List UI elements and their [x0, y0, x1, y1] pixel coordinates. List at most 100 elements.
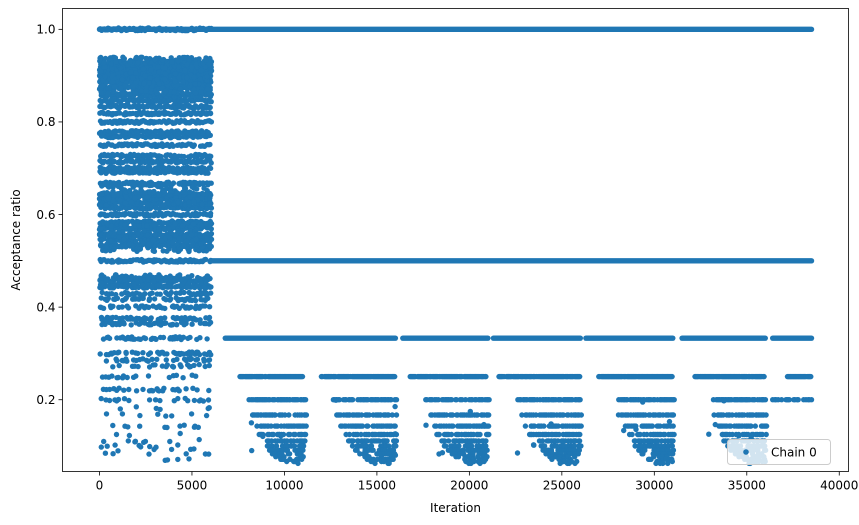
data-point — [197, 76, 203, 82]
data-point — [303, 423, 309, 429]
data-point — [146, 397, 153, 403]
data-point — [104, 443, 110, 449]
data-point — [108, 223, 115, 229]
data-point — [198, 241, 204, 247]
data-point — [188, 356, 194, 362]
data-point — [127, 179, 133, 186]
data-point — [393, 397, 400, 403]
data-point — [180, 243, 187, 249]
data-point — [164, 180, 171, 187]
data-point — [103, 358, 110, 364]
data-point — [197, 317, 203, 323]
data-point — [207, 110, 214, 117]
data-point — [185, 398, 191, 404]
data-point — [196, 436, 202, 443]
data-point — [176, 134, 183, 141]
data-point — [174, 356, 180, 362]
data-point — [157, 406, 163, 413]
data-point — [199, 201, 205, 208]
data-point — [160, 248, 166, 254]
data-point — [147, 75, 153, 81]
data-point — [98, 444, 105, 450]
data-point — [202, 57, 209, 63]
data-point — [119, 304, 125, 310]
data-point — [135, 350, 141, 357]
data-point — [109, 373, 115, 379]
data-point — [174, 322, 180, 328]
data-point — [208, 352, 214, 358]
data-point — [486, 397, 492, 403]
data-point — [161, 187, 167, 194]
data-point — [191, 362, 197, 369]
data-point — [140, 350, 146, 356]
data-point — [302, 431, 309, 438]
data-point — [204, 273, 211, 279]
data-point — [173, 372, 180, 378]
data-point — [208, 119, 215, 125]
data-point — [181, 153, 187, 160]
data-point — [164, 362, 170, 368]
data-point — [111, 246, 117, 253]
data-point — [117, 197, 124, 204]
data-point — [133, 70, 139, 76]
data-point — [207, 141, 213, 148]
data-point — [133, 404, 139, 410]
data-point — [153, 336, 159, 342]
data-point — [131, 336, 138, 342]
data-point — [105, 196, 112, 202]
data-point — [168, 446, 175, 453]
data-point — [126, 386, 132, 393]
data-point — [128, 273, 135, 280]
data-point — [198, 67, 205, 74]
data-point — [132, 195, 138, 201]
data-point — [158, 153, 164, 160]
data-point — [185, 274, 191, 280]
data-point — [188, 411, 195, 417]
data-point — [139, 282, 146, 288]
data-point — [120, 90, 127, 97]
data-point — [108, 238, 114, 244]
data-point — [106, 397, 113, 404]
data-point — [260, 433, 266, 440]
data-point — [205, 397, 212, 403]
data-point — [104, 244, 110, 250]
data-point — [147, 350, 154, 356]
data-point — [176, 74, 182, 81]
data-point — [104, 190, 110, 196]
data-point — [483, 373, 489, 380]
data-point — [116, 385, 122, 391]
data-point — [206, 243, 213, 249]
data-point — [133, 189, 139, 195]
data-point — [118, 85, 124, 92]
data-point — [194, 356, 201, 363]
data-point — [122, 222, 128, 228]
data-point — [152, 362, 158, 368]
data-point — [182, 185, 188, 192]
data-point — [185, 284, 191, 290]
data-point — [207, 201, 213, 207]
data-point — [163, 276, 169, 283]
data-point — [176, 64, 182, 70]
data-point — [178, 363, 184, 370]
data-point — [143, 88, 149, 94]
data-point — [208, 290, 214, 296]
data-point — [193, 317, 199, 323]
data-point — [204, 73, 210, 80]
data-point — [191, 142, 197, 148]
data-point — [116, 362, 122, 369]
data-point — [163, 320, 169, 326]
data-point — [142, 335, 149, 342]
data-point — [161, 226, 167, 232]
data-point — [175, 228, 181, 235]
data-point — [155, 411, 161, 417]
data-point — [152, 56, 158, 63]
data-point — [156, 226, 162, 232]
data-point — [166, 374, 172, 381]
data-point — [172, 278, 178, 284]
data-point — [188, 304, 194, 310]
data-point — [152, 397, 159, 403]
data-point — [162, 76, 168, 83]
data-point — [116, 349, 122, 355]
data-point — [207, 195, 213, 201]
data-point — [110, 451, 116, 457]
